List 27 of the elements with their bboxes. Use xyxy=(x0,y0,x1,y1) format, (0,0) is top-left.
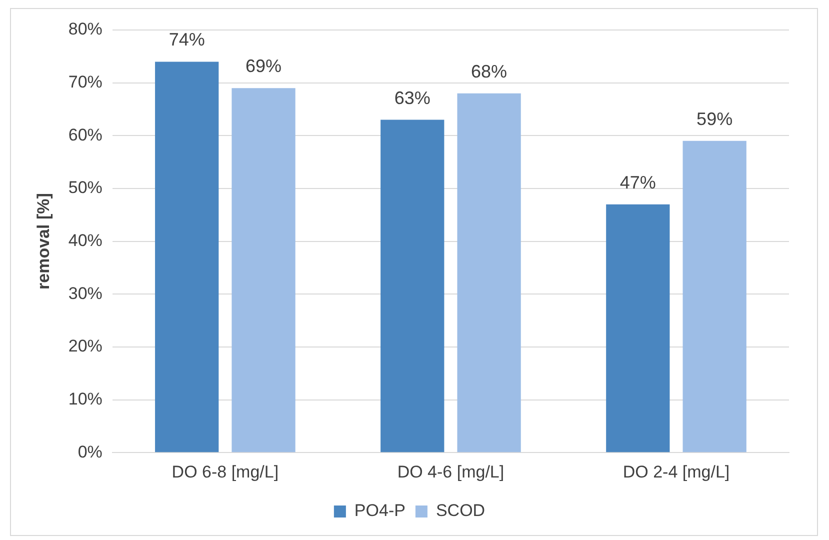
data-label: 68% xyxy=(471,61,508,82)
y-tick-label: 70% xyxy=(68,72,102,92)
x-tick-label: DO 6-8 [mg/L] xyxy=(172,462,279,482)
data-label: 47% xyxy=(620,172,656,192)
y-tick-label: 30% xyxy=(68,284,102,303)
y-axis-title: removal [%] xyxy=(34,193,53,290)
bar xyxy=(457,93,521,452)
bar xyxy=(682,140,746,452)
legend-label: PO4-P xyxy=(354,501,406,520)
legend-label: SCOD xyxy=(436,501,486,520)
y-tick-label: 0% xyxy=(78,442,102,462)
y-tick-label: 60% xyxy=(68,125,102,144)
y-tick-label: 50% xyxy=(68,178,102,198)
x-tick-label: DO 4-6 [mg/L] xyxy=(397,462,504,482)
data-label: 59% xyxy=(696,108,733,129)
y-tick-label: 20% xyxy=(68,336,102,356)
bar xyxy=(232,88,296,452)
y-tick-label: 80% xyxy=(68,20,102,39)
bar xyxy=(380,120,444,452)
y-tick-label: 10% xyxy=(68,389,102,408)
data-label: 69% xyxy=(246,56,282,76)
bar xyxy=(606,204,670,452)
bar xyxy=(155,62,219,452)
data-label: 63% xyxy=(394,88,430,108)
x-tick-label: DO 2-4 [mg/L] xyxy=(622,462,730,482)
data-label: 74% xyxy=(168,30,205,50)
y-tick-label: 40% xyxy=(68,230,102,250)
